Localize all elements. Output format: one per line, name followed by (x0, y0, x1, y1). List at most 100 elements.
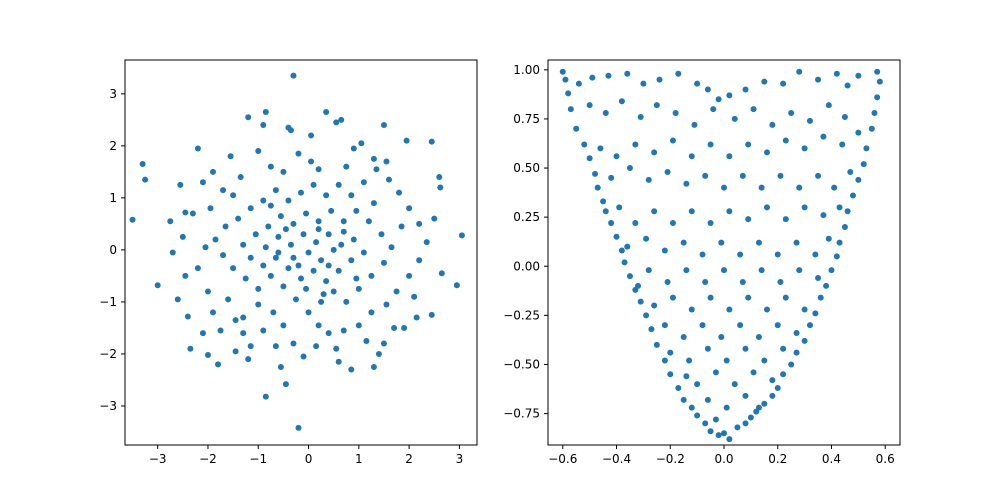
scatter-point (796, 68, 803, 75)
scatter-point (403, 137, 410, 144)
y-tick-label: 0.75 (513, 112, 540, 126)
scatter-point (777, 278, 784, 285)
scatter-point (742, 86, 749, 93)
scatter-point (763, 306, 770, 313)
scatter-point (645, 176, 652, 183)
scatter-point (855, 72, 862, 79)
scatter-point (182, 209, 189, 216)
scatter-point (386, 176, 392, 183)
scatter-point (688, 153, 695, 160)
scatter-point (683, 373, 690, 380)
scatter-point (712, 369, 719, 376)
scatter-point (721, 430, 727, 437)
scatter-point (731, 115, 738, 122)
scatter-point (688, 208, 695, 215)
scatter-point (350, 145, 357, 152)
scatter-point (661, 322, 668, 329)
scatter-point (458, 232, 465, 239)
scatter-point (358, 140, 365, 147)
scatter-point (240, 314, 247, 321)
scatter-point (303, 210, 310, 217)
scatter-point (338, 241, 345, 248)
scatter-point (793, 330, 800, 337)
scatter-point (702, 278, 709, 285)
scatter-point (300, 353, 307, 360)
scatter-point (801, 306, 808, 313)
scatter-point (635, 282, 642, 289)
scatter-point (669, 294, 676, 301)
scatter-point (313, 343, 320, 350)
scatter-point (242, 275, 249, 282)
scatter-point (575, 80, 582, 87)
scatter-point (640, 80, 647, 87)
scatter-point (836, 239, 843, 246)
scatter-point (793, 349, 800, 356)
scatter-point (325, 231, 332, 238)
scatter-point (672, 110, 679, 117)
scatter-point (315, 226, 322, 233)
scatter-point (874, 94, 881, 101)
scatter-point (844, 208, 851, 215)
scatter-point (780, 345, 787, 352)
scatter-point (368, 272, 375, 279)
scatter-point (742, 420, 749, 427)
scatter-point (370, 200, 377, 207)
scatter-point (624, 243, 631, 250)
scatter-point (380, 259, 387, 266)
scatter-point (699, 322, 706, 329)
x-tick-label: −0.6 (548, 452, 577, 466)
scatter-point (139, 161, 146, 168)
scatter-point (129, 216, 136, 223)
x-tick-label: 0.0 (714, 452, 733, 466)
scatter-point (758, 267, 765, 274)
scatter-point (831, 184, 838, 191)
scatter-point (240, 241, 247, 248)
y-tick-label: −2 (99, 347, 117, 361)
scatter-point (815, 76, 822, 83)
y-tick-label: 1 (109, 191, 117, 205)
scatter-point (613, 233, 620, 240)
scatter-plot-left: −3 −2 −1 0 1 2 3 −3 −2 −1 0 1 2 3 (99, 59, 478, 466)
scatter-point (277, 363, 284, 370)
scatter-point (380, 340, 387, 347)
scatter-point (298, 275, 304, 282)
y-tick-label: 2 (109, 139, 117, 153)
scatter-point (755, 404, 762, 411)
scatter-point (267, 202, 274, 209)
scatter-point (318, 298, 325, 305)
scatter-point (855, 176, 862, 183)
scatter-point (380, 122, 387, 129)
scatter-point (353, 275, 360, 282)
scatter-point (453, 282, 460, 289)
scatter-point (383, 158, 390, 165)
scatter-point (215, 361, 222, 368)
scatter-point (305, 249, 312, 256)
scatter-point (806, 322, 813, 329)
scatter-point (154, 282, 161, 289)
scatter-point (225, 296, 232, 303)
scatter-point (788, 361, 795, 368)
scatter-point (876, 78, 883, 85)
scatter-point (272, 254, 279, 261)
scatter-point (828, 267, 835, 274)
scatter-point (632, 220, 639, 227)
scatter-point (825, 102, 832, 109)
scatter-point (393, 288, 400, 295)
scatter-point (836, 204, 843, 211)
scatter-point (262, 244, 269, 251)
scatter-point (272, 343, 279, 350)
scatter-point (247, 254, 254, 261)
scatter-point (825, 235, 832, 242)
scatter-point (340, 327, 347, 334)
scatter-point (562, 76, 569, 83)
scatter-point (704, 396, 711, 403)
scatter-point (413, 314, 420, 321)
scatter-point (688, 404, 695, 411)
scatter-point (849, 192, 856, 199)
scatter-point (694, 412, 701, 419)
scatter-point (290, 340, 297, 347)
scatter-point (368, 309, 375, 316)
scatter-point (220, 187, 227, 194)
scatter-point (745, 216, 752, 223)
scatter-point (230, 265, 237, 272)
